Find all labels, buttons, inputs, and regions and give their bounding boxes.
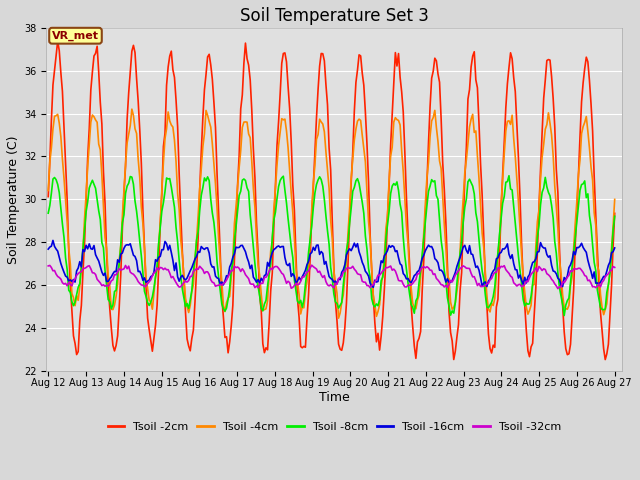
- Tsoil -4cm: [234, 184, 241, 190]
- Line: Tsoil -4cm: Tsoil -4cm: [48, 109, 614, 318]
- Tsoil -8cm: [505, 173, 513, 179]
- Tsoil -8cm: [561, 312, 568, 318]
- Tsoil -8cm: [44, 210, 52, 216]
- Tsoil -32cm: [308, 262, 316, 268]
- Tsoil -32cm: [611, 264, 618, 270]
- Tsoil -2cm: [294, 297, 301, 302]
- Tsoil -16cm: [369, 285, 377, 290]
- Tsoil -16cm: [44, 246, 52, 252]
- Tsoil -8cm: [232, 224, 240, 230]
- Tsoil -8cm: [292, 288, 300, 294]
- Tsoil -32cm: [213, 283, 221, 288]
- Tsoil -2cm: [581, 66, 589, 72]
- Title: Soil Temperature Set 3: Soil Temperature Set 3: [240, 7, 429, 25]
- Tsoil -4cm: [128, 106, 136, 112]
- Tsoil -2cm: [44, 194, 52, 200]
- Tsoil -32cm: [292, 280, 300, 286]
- Tsoil -4cm: [294, 280, 301, 286]
- Tsoil -16cm: [215, 276, 223, 282]
- Tsoil -16cm: [115, 259, 123, 265]
- Tsoil -8cm: [242, 178, 250, 183]
- Tsoil -4cm: [582, 114, 590, 120]
- Tsoil -2cm: [215, 210, 223, 216]
- Tsoil -32cm: [114, 269, 122, 275]
- Tsoil -32cm: [44, 263, 52, 269]
- Tsoil -4cm: [611, 196, 618, 202]
- Tsoil -4cm: [335, 315, 342, 321]
- Line: Tsoil -2cm: Tsoil -2cm: [48, 41, 614, 360]
- Tsoil -8cm: [582, 195, 590, 201]
- Tsoil -16cm: [49, 238, 57, 243]
- Tsoil -4cm: [243, 119, 251, 125]
- Tsoil -32cm: [232, 265, 240, 271]
- Tsoil -2cm: [115, 304, 123, 310]
- Tsoil -2cm: [234, 182, 241, 188]
- Tsoil -4cm: [114, 281, 122, 287]
- Line: Tsoil -32cm: Tsoil -32cm: [48, 265, 614, 288]
- Line: Tsoil -8cm: Tsoil -8cm: [48, 176, 614, 315]
- Tsoil -4cm: [44, 188, 52, 193]
- Tsoil -16cm: [234, 245, 241, 251]
- Tsoil -16cm: [611, 245, 618, 251]
- Tsoil -4cm: [215, 236, 223, 242]
- Tsoil -16cm: [294, 278, 301, 284]
- Y-axis label: Soil Temperature (C): Soil Temperature (C): [7, 135, 20, 264]
- Tsoil -8cm: [114, 271, 122, 276]
- Legend: Tsoil -2cm, Tsoil -4cm, Tsoil -8cm, Tsoil -16cm, Tsoil -32cm: Tsoil -2cm, Tsoil -4cm, Tsoil -8cm, Tsoi…: [103, 417, 566, 436]
- Tsoil -8cm: [611, 214, 618, 219]
- Tsoil -16cm: [243, 255, 251, 261]
- Tsoil -8cm: [213, 259, 221, 265]
- Tsoil -2cm: [611, 210, 618, 216]
- Tsoil -2cm: [243, 56, 251, 61]
- Tsoil -32cm: [242, 272, 250, 277]
- Tsoil -2cm: [602, 357, 609, 362]
- Tsoil -32cm: [554, 286, 562, 291]
- Line: Tsoil -16cm: Tsoil -16cm: [48, 240, 614, 288]
- Text: VR_met: VR_met: [52, 31, 99, 41]
- Tsoil -16cm: [582, 250, 590, 255]
- Tsoil -32cm: [582, 274, 590, 279]
- X-axis label: Time: Time: [319, 391, 349, 404]
- Tsoil -2cm: [54, 38, 61, 44]
